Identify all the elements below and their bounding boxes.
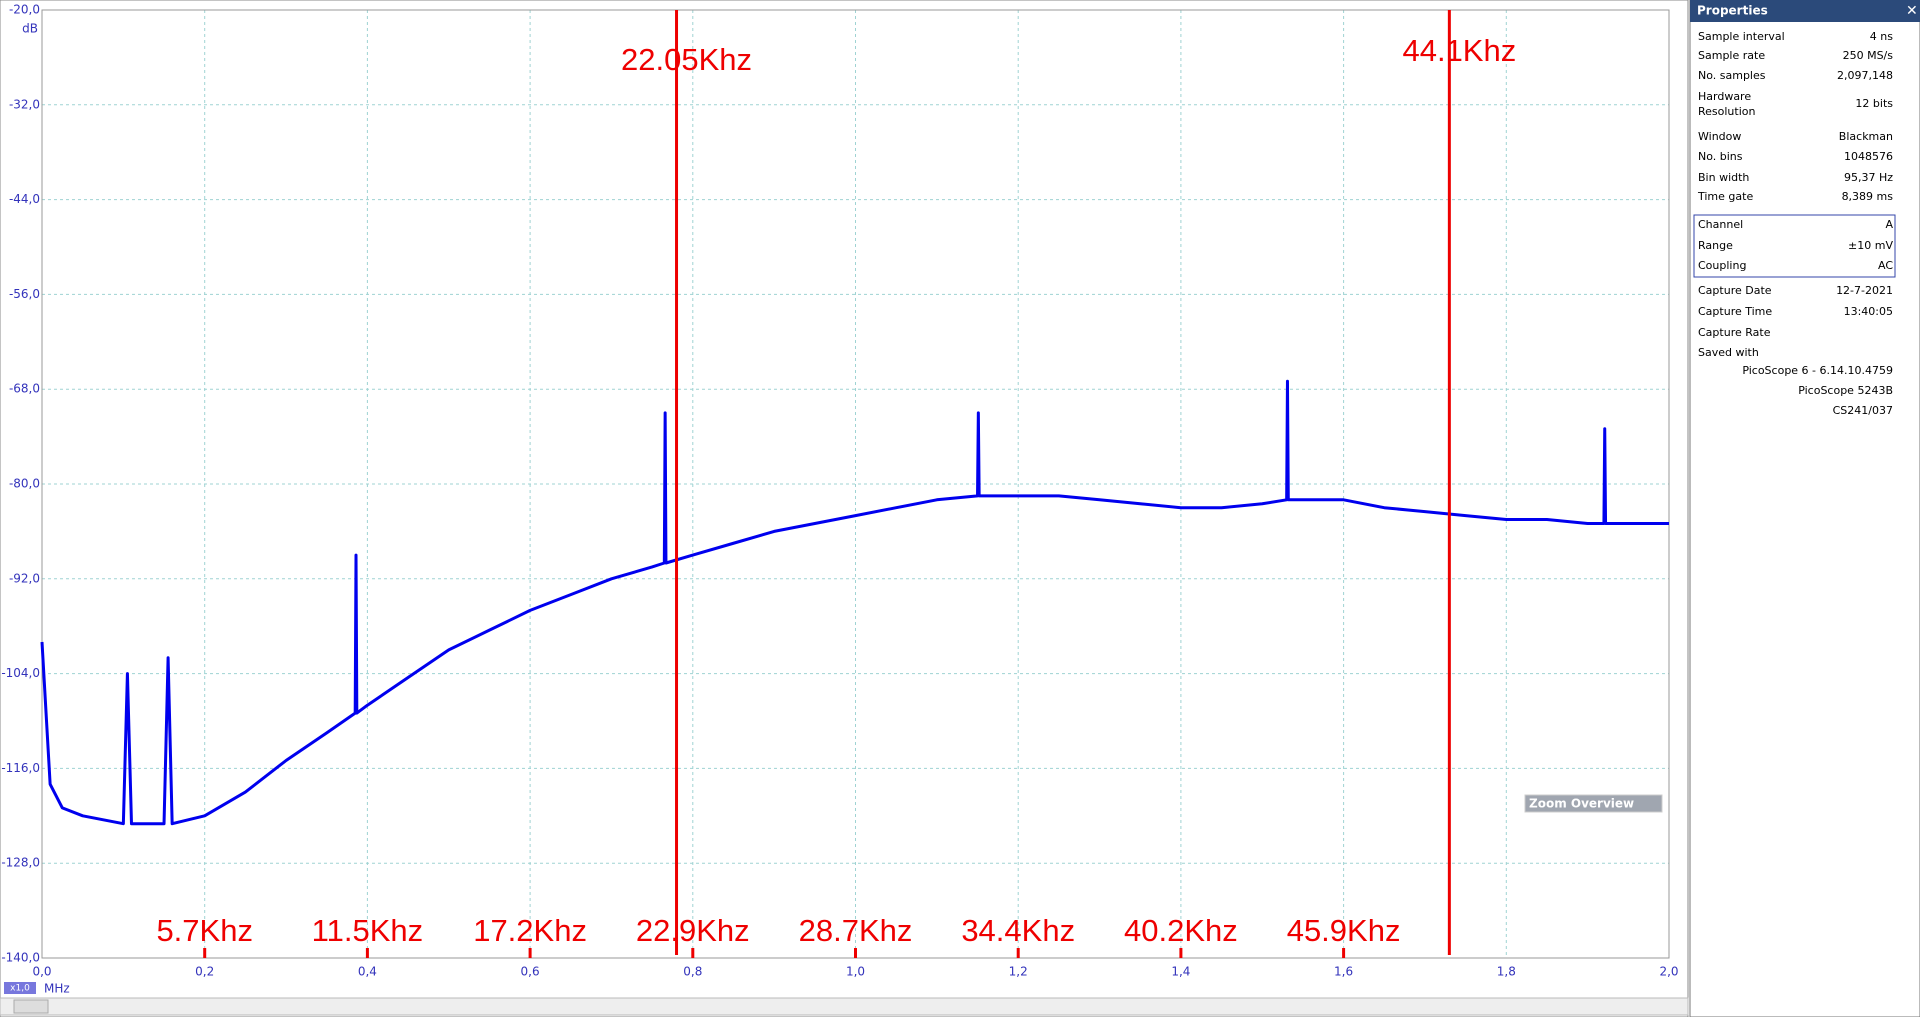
scroll-thumb[interactable] bbox=[13, 999, 49, 1014]
x-tick-label: 1,4 bbox=[1171, 965, 1190, 979]
property-value: 12 bits bbox=[1855, 97, 1893, 110]
y-tick-label: -20,0 bbox=[9, 3, 40, 17]
property-label: Saved with bbox=[1698, 346, 1759, 359]
bottom-label: 11.5Khz bbox=[312, 913, 423, 948]
zoom-overview-title: Zoom Overview bbox=[1529, 797, 1634, 811]
bottom-label: 5.7Khz bbox=[156, 913, 253, 948]
x-tick-label: 0,6 bbox=[521, 965, 540, 979]
property-value: 95,37 Hz bbox=[1844, 171, 1893, 184]
x-tick-label: 0,2 bbox=[195, 965, 214, 979]
property-value: AC bbox=[1878, 259, 1893, 272]
y-tick-label: -68,0 bbox=[9, 382, 40, 396]
y-tick-label: -56,0 bbox=[9, 287, 40, 301]
scrollbar[interactable] bbox=[0, 997, 1689, 1016]
label-line: Resolution bbox=[1698, 105, 1756, 118]
bottom-label: 40.2Khz bbox=[1124, 913, 1238, 948]
properties-header bbox=[1690, 0, 1920, 22]
y-tick-label: -116,0 bbox=[1, 761, 40, 775]
property-value: 8,389 ms bbox=[1842, 190, 1894, 203]
zoom-overview[interactable] bbox=[1524, 794, 1663, 813]
x-zoom-label: x1,0 bbox=[10, 984, 30, 994]
x-tick-label: 0,8 bbox=[683, 965, 702, 979]
property-label: Bin width bbox=[1698, 171, 1749, 184]
bottom-label: 22.9Khz bbox=[636, 913, 750, 948]
marker-label: 44.1Khz bbox=[1402, 33, 1516, 68]
y-tick-label: -92,0 bbox=[9, 571, 40, 585]
y-tick-label: -104,0 bbox=[1, 666, 40, 680]
x-zoom-box bbox=[4, 982, 36, 994]
property-label: Range bbox=[1698, 239, 1733, 252]
property-label: No. samples bbox=[1698, 69, 1766, 82]
property-label: Capture Time bbox=[1698, 305, 1772, 318]
x-tick-label: 2,0 bbox=[1659, 965, 1678, 979]
property-value: 2,097,148 bbox=[1837, 69, 1893, 82]
marker-label: 22.05Khz bbox=[621, 42, 752, 77]
y-tick-label: -32,0 bbox=[9, 97, 40, 111]
property-label: Time gate bbox=[1697, 190, 1753, 203]
x-tick-label: 1,8 bbox=[1497, 965, 1516, 979]
bottom-label: 17.2Khz bbox=[473, 913, 587, 948]
label-line: Hardware bbox=[1698, 90, 1755, 103]
property-label: Hardware Resolution bbox=[1698, 90, 1756, 118]
property-label: Sample interval bbox=[1698, 30, 1785, 43]
bottom-label: 28.7Khz bbox=[799, 913, 913, 948]
x-tick-label: 1,2 bbox=[1009, 965, 1028, 979]
property-value: ±10 mV bbox=[1848, 239, 1893, 252]
x-tick-label: 0,4 bbox=[358, 965, 377, 979]
spectrum-line bbox=[40, 379, 1669, 826]
bottom-label: 45.9Khz bbox=[1287, 913, 1401, 948]
property-label: No. bins bbox=[1698, 150, 1743, 163]
property-label: Capture Rate bbox=[1698, 326, 1771, 339]
x-tick-label: 1,6 bbox=[1334, 965, 1353, 979]
property-value: 250 MS/s bbox=[1843, 49, 1894, 62]
property-label: Coupling bbox=[1698, 259, 1746, 272]
property-value: 12-7-2021 bbox=[1836, 284, 1893, 297]
saved-with-value: PicoScope 5243B bbox=[1798, 384, 1893, 397]
plot-window bbox=[0, 0, 1689, 1017]
channel-box bbox=[1693, 214, 1896, 278]
property-value: A bbox=[1885, 218, 1893, 231]
property-label: Capture Date bbox=[1698, 284, 1772, 297]
y-tick-label: -140,0 bbox=[1, 951, 40, 965]
y-axis-label: dB bbox=[22, 22, 38, 36]
x-tick-label: 0,0 bbox=[32, 965, 51, 979]
property-value: Blackman bbox=[1839, 130, 1893, 143]
x-tick-label: 1,0 bbox=[846, 965, 865, 979]
y-tick-label: -44,0 bbox=[9, 192, 40, 206]
saved-with-value: CS241/037 bbox=[1833, 404, 1893, 417]
saved-with-value: PicoScope 6 - 6.14.10.4759 bbox=[1742, 364, 1893, 377]
property-value: 1048576 bbox=[1844, 150, 1893, 163]
property-label: Sample rate bbox=[1698, 49, 1765, 62]
y-tick-label: -128,0 bbox=[1, 856, 40, 870]
close-button[interactable]: ✕ bbox=[1906, 3, 1918, 19]
property-value: 4 ns bbox=[1870, 30, 1893, 43]
bottom-label: 34.4Khz bbox=[961, 913, 1075, 948]
property-label: Channel bbox=[1698, 218, 1743, 231]
y-tick-label: -80,0 bbox=[9, 477, 40, 491]
property-label: Window bbox=[1698, 130, 1741, 143]
x-axis-label: MHz bbox=[44, 982, 70, 996]
properties-panel bbox=[1689, 0, 1920, 1017]
property-value: 13:40:05 bbox=[1844, 305, 1893, 318]
properties-title: Properties bbox=[1697, 4, 1768, 18]
